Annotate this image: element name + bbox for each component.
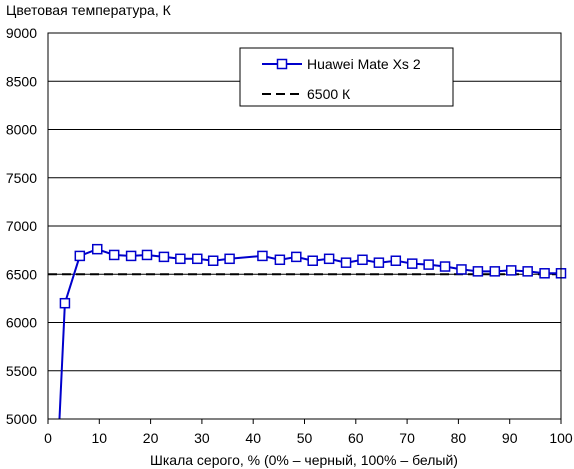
data-point — [505, 265, 517, 276]
data-point — [224, 253, 235, 265]
x-tick-label: 70 — [399, 430, 415, 446]
data-point — [158, 251, 170, 263]
data-point — [423, 259, 434, 270]
data-point — [307, 255, 318, 266]
x-axis-label: Шкала серого, % (0% – черный, 100% – бел… — [150, 452, 458, 468]
x-tick-label: 100 — [549, 430, 573, 446]
x-tick-label: 60 — [348, 430, 364, 446]
y-tick-label: 7000 — [6, 218, 37, 234]
legend-label-series-1: Huawei Mate Xs 2 — [307, 56, 421, 72]
data-point — [141, 249, 153, 261]
data-point — [390, 255, 402, 266]
data-point — [192, 253, 203, 265]
data-point — [340, 257, 352, 268]
y-tick-label: 8000 — [6, 122, 37, 138]
y-tick-label: 6500 — [6, 266, 37, 282]
x-tick-label: 40 — [245, 430, 261, 446]
legend-label-series-2: 6500 К — [307, 86, 351, 102]
plot-frame — [47, 32, 562, 420]
data-point — [125, 250, 137, 262]
legend: Huawei Mate Xs 2 6500 К — [239, 47, 454, 107]
data-point — [257, 250, 268, 262]
y-axis-label: Цветовая температура, К — [6, 2, 172, 18]
data-point — [323, 253, 335, 265]
data-point — [489, 266, 501, 277]
x-tick-label: 20 — [143, 430, 159, 446]
data-point — [91, 243, 103, 255]
data-point — [274, 254, 286, 266]
data-point — [406, 258, 418, 269]
data-point — [522, 266, 533, 277]
y-tick-label: 7500 — [6, 170, 37, 186]
x-tick-label: 80 — [451, 430, 467, 446]
x-tick-label: 10 — [92, 430, 108, 446]
x-tick-labels: 0 10 20 30 40 50 60 70 80 90 100 — [44, 419, 573, 446]
x-tick-label: 30 — [194, 430, 210, 446]
y-tick-label: 6000 — [6, 315, 37, 331]
data-point — [439, 261, 451, 272]
data-point — [207, 255, 219, 266]
data-point — [357, 254, 368, 266]
data-point — [539, 268, 550, 279]
data-point — [456, 264, 467, 275]
y-tick-label: 5500 — [6, 363, 37, 379]
x-tick-label: 50 — [297, 430, 313, 446]
data-point — [59, 297, 71, 309]
data-point — [175, 253, 186, 265]
legend-marker-series-1 — [276, 58, 288, 70]
legend-box — [239, 47, 454, 107]
data-point — [108, 249, 120, 261]
y-tick-label: 9000 — [6, 25, 37, 41]
y-tick-labels: 5000 5500 6000 6500 7000 7500 8000 8500 9000 — [6, 25, 37, 427]
data-point — [373, 257, 385, 268]
y-tick-label: 8500 — [6, 73, 37, 89]
x-tick-label: 90 — [502, 430, 518, 446]
data-point — [74, 250, 86, 262]
data-point — [472, 266, 484, 277]
series-layer — [48, 243, 567, 419]
y-tick-label: 5000 — [6, 411, 37, 427]
x-tick-label: 0 — [44, 430, 52, 446]
data-point — [291, 251, 302, 263]
series-line-huawei — [58, 248, 561, 419]
